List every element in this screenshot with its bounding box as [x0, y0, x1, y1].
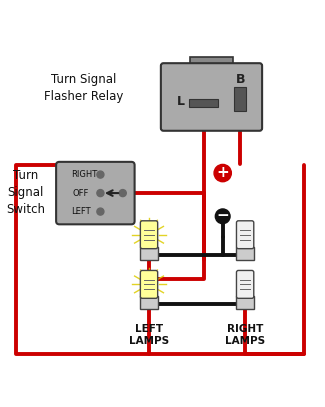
FancyBboxPatch shape [161, 63, 262, 131]
Text: Turn Signal
Flasher Relay: Turn Signal Flasher Relay [44, 72, 123, 103]
Circle shape [119, 190, 126, 197]
Bar [236, 296, 254, 309]
Text: RIGHT: RIGHT [71, 170, 97, 179]
FancyBboxPatch shape [190, 57, 233, 66]
Text: B: B [236, 73, 245, 86]
Bar [189, 99, 218, 107]
Text: OFF: OFF [73, 188, 89, 197]
FancyBboxPatch shape [140, 221, 158, 249]
Text: −: − [216, 208, 229, 223]
Circle shape [214, 164, 231, 182]
Circle shape [97, 190, 104, 197]
Text: LEFT: LEFT [71, 207, 91, 216]
FancyBboxPatch shape [56, 162, 135, 224]
Bar [140, 296, 158, 309]
Bar [140, 247, 158, 260]
Circle shape [215, 209, 230, 224]
FancyBboxPatch shape [237, 221, 254, 249]
Bar [236, 247, 254, 260]
Bar [234, 87, 246, 111]
Text: L: L [177, 96, 185, 109]
Text: Turn
Signal
Switch: Turn Signal Switch [6, 169, 45, 217]
Circle shape [97, 208, 104, 215]
Circle shape [97, 171, 104, 178]
Text: LEFT
LAMPS: LEFT LAMPS [129, 324, 169, 346]
Text: +: + [216, 165, 229, 180]
Text: RIGHT
LAMPS: RIGHT LAMPS [225, 324, 265, 346]
FancyBboxPatch shape [237, 271, 254, 298]
FancyBboxPatch shape [140, 271, 158, 298]
